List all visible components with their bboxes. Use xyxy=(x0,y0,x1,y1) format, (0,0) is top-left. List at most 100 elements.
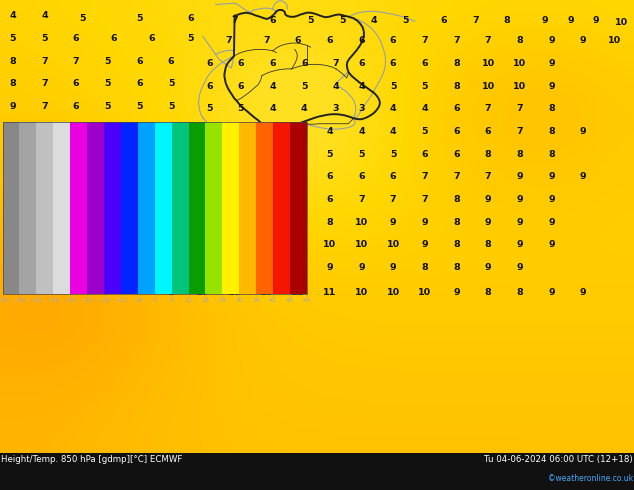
Text: 7: 7 xyxy=(390,195,396,204)
Text: 10: 10 xyxy=(387,240,399,249)
Text: 6: 6 xyxy=(105,193,111,202)
Text: 8: 8 xyxy=(41,286,48,294)
Text: 9: 9 xyxy=(422,240,428,249)
Text: 6: 6 xyxy=(136,79,143,88)
Text: 7: 7 xyxy=(73,124,79,134)
Text: 4: 4 xyxy=(10,11,16,21)
Text: 10: 10 xyxy=(197,263,209,272)
Text: 6: 6 xyxy=(390,172,396,181)
Text: 8: 8 xyxy=(10,57,16,66)
Text: 6: 6 xyxy=(453,149,460,159)
Text: 5: 5 xyxy=(358,149,365,159)
Text: 7: 7 xyxy=(422,36,428,45)
Text: 5: 5 xyxy=(200,127,206,136)
Text: 10: 10 xyxy=(482,59,495,68)
Text: 10: 10 xyxy=(355,288,368,297)
Text: 6: 6 xyxy=(358,36,365,45)
Text: 5: 5 xyxy=(187,34,193,43)
Text: 9: 9 xyxy=(580,36,586,45)
Text: 7: 7 xyxy=(10,193,16,202)
Text: 10: 10 xyxy=(228,288,241,297)
Text: 5: 5 xyxy=(105,102,111,111)
Text: 3: 3 xyxy=(358,104,365,113)
Text: 9: 9 xyxy=(453,288,460,297)
Text: 4: 4 xyxy=(390,127,396,136)
Text: 7: 7 xyxy=(231,16,238,25)
Text: 8: 8 xyxy=(10,170,16,179)
Text: 6: 6 xyxy=(295,172,301,181)
Text: 6: 6 xyxy=(327,172,333,181)
Text: 9: 9 xyxy=(485,195,491,204)
Text: 4: 4 xyxy=(390,104,396,113)
Text: 7: 7 xyxy=(263,195,269,204)
Text: 6: 6 xyxy=(453,127,460,136)
Text: 9: 9 xyxy=(517,172,523,181)
Text: 6: 6 xyxy=(422,59,428,68)
Text: 4: 4 xyxy=(41,11,48,21)
Text: 5: 5 xyxy=(307,16,314,25)
Text: 6: 6 xyxy=(105,286,111,294)
Text: 8: 8 xyxy=(41,261,48,270)
Text: 9: 9 xyxy=(390,218,396,226)
Text: 4: 4 xyxy=(333,82,339,91)
Text: 6: 6 xyxy=(187,14,193,23)
Text: 8: 8 xyxy=(73,147,79,156)
Text: 6: 6 xyxy=(136,147,143,156)
Text: 9: 9 xyxy=(548,59,555,68)
Text: 6: 6 xyxy=(168,57,174,66)
Text: 6: 6 xyxy=(111,34,117,43)
Text: 6: 6 xyxy=(358,172,365,181)
Text: 5: 5 xyxy=(390,149,396,159)
Text: 5: 5 xyxy=(79,14,86,23)
Text: 9: 9 xyxy=(390,263,396,272)
Text: 4: 4 xyxy=(327,127,333,136)
Text: 6: 6 xyxy=(73,238,79,247)
Text: 9: 9 xyxy=(200,218,206,226)
Text: 5: 5 xyxy=(231,149,238,159)
Text: 11: 11 xyxy=(260,263,273,272)
Text: 5: 5 xyxy=(295,149,301,159)
Text: 6: 6 xyxy=(73,215,79,224)
Text: 7: 7 xyxy=(73,193,79,202)
Text: 9: 9 xyxy=(485,263,491,272)
Text: 6: 6 xyxy=(206,59,212,68)
Text: 7: 7 xyxy=(41,79,48,88)
Text: Height/Temp. 850 hPa [gdmp][°C] ECMWF: Height/Temp. 850 hPa [gdmp][°C] ECMWF xyxy=(1,455,183,464)
Text: 10: 10 xyxy=(418,288,431,297)
Text: 6: 6 xyxy=(73,34,79,43)
Text: 4: 4 xyxy=(269,104,276,113)
Text: 9: 9 xyxy=(580,172,586,181)
Text: 9: 9 xyxy=(105,261,111,270)
Text: 7: 7 xyxy=(73,57,79,66)
Text: 6: 6 xyxy=(390,36,396,45)
Text: 5: 5 xyxy=(136,124,143,134)
Text: 6: 6 xyxy=(327,195,333,204)
Text: 5: 5 xyxy=(136,102,143,111)
Text: 8: 8 xyxy=(73,286,79,294)
Text: 5: 5 xyxy=(422,127,428,136)
Text: 4: 4 xyxy=(358,82,365,91)
Text: 10: 10 xyxy=(228,240,241,249)
Text: 6: 6 xyxy=(168,193,174,202)
Text: 8: 8 xyxy=(73,261,79,270)
Text: 7: 7 xyxy=(485,104,491,113)
Text: 8: 8 xyxy=(548,149,555,159)
Text: 7: 7 xyxy=(41,102,48,111)
Text: 9: 9 xyxy=(517,195,523,204)
Text: 9: 9 xyxy=(548,195,555,204)
Text: 8: 8 xyxy=(504,16,510,25)
Text: 6: 6 xyxy=(105,147,111,156)
Text: 7: 7 xyxy=(453,36,460,45)
Text: 10: 10 xyxy=(197,240,209,249)
Text: 10: 10 xyxy=(323,240,336,249)
Text: 8: 8 xyxy=(453,195,460,204)
Text: 3: 3 xyxy=(333,104,339,113)
Text: 5: 5 xyxy=(339,16,346,25)
Text: 7: 7 xyxy=(517,104,523,113)
Text: 7: 7 xyxy=(263,218,269,226)
Text: 5: 5 xyxy=(327,149,333,159)
Text: 10: 10 xyxy=(355,240,368,249)
Text: 9: 9 xyxy=(41,147,48,156)
Text: 10: 10 xyxy=(482,82,495,91)
Text: 8: 8 xyxy=(105,238,111,247)
